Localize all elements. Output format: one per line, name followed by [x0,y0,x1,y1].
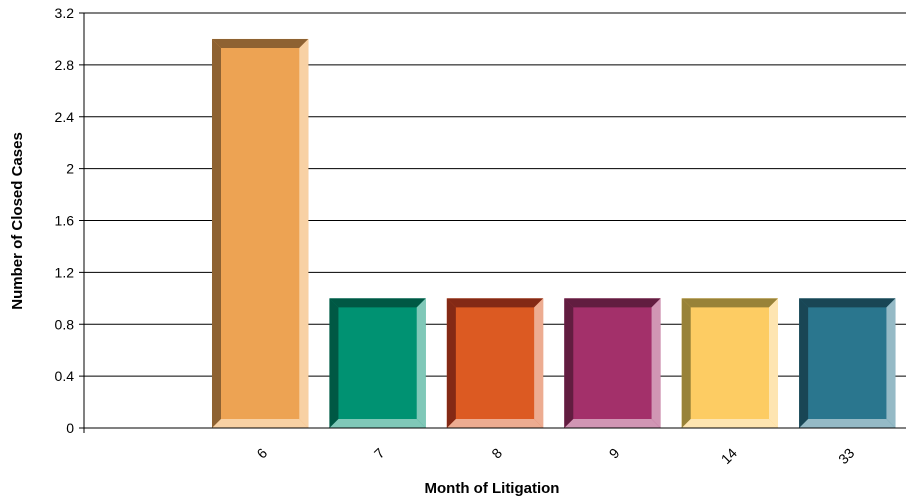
bar-bevel-bottom [564,419,661,428]
bar-bevel-right [769,298,779,428]
y-tick-label: 2.8 [55,57,75,73]
bar-bevel-top [211,38,309,48]
y-axis-title: Number of Closed Cases [9,132,26,310]
bar-body [329,298,426,428]
y-tick-label: 1.2 [55,264,75,280]
y-tick-labels: 0 0.4 0.8 1.2 1.6 2 2.4 2.8 3.2 [55,5,75,436]
y-tick-label: 1.6 [55,213,75,229]
y-tick-label: 0.4 [55,368,75,384]
bar-bevel-top [799,298,896,308]
x-tick-label: 8 [488,445,505,462]
bar-body [681,298,779,428]
bar-bevel-left [446,298,456,428]
bar-bevel-left [211,38,221,428]
bar-body [211,38,309,428]
y-tick-label: 0 [66,420,74,436]
bar-33 [799,298,896,428]
y-tick-label: 2.4 [55,109,75,125]
bar-14 [681,298,779,428]
bar-bevel-left [681,298,691,428]
bar-6 [211,38,309,428]
bar-bevel-bottom [329,419,426,428]
bar-bevel-left [564,298,574,428]
x-tick-label: 33 [835,445,857,467]
bar-bevel-bottom [681,419,779,428]
bar-bevel-top [329,298,426,308]
bar-bevel-right [299,38,309,428]
bar-body [564,298,661,428]
x-tick-label: 7 [371,445,388,462]
bar-bevel-top [564,298,661,308]
bar-bevel-bottom [799,419,896,428]
bar-8 [446,298,544,428]
y-tick-label: 3.2 [55,5,75,21]
bar-bevel-left [329,298,339,428]
bar-bevel-bottom [446,419,544,428]
y-tick-label: 2 [66,161,74,177]
bar-7 [329,298,426,428]
bar-body [799,298,896,428]
bar-bevel-right [886,298,896,428]
bar-9 [564,298,661,428]
bar-bevel-right [416,298,426,428]
bar-body [446,298,544,428]
bar-bevel-left [799,298,809,428]
x-tick-label: 14 [718,445,740,467]
x-tick-label: 6 [253,445,270,462]
x-tick-label: 9 [606,445,623,462]
bar-bevel-bottom [211,419,309,428]
bar-bevel-top [446,298,544,308]
x-tick-labels: 6 7 8 9 14 33 [253,445,857,467]
y-tick-label: 0.8 [55,316,75,332]
bar-bevel-right [651,298,661,428]
bar-bevel-top [681,298,779,308]
axes [83,13,906,433]
bar-bevel-right [534,298,544,428]
x-axis-title: Month of Litigation [425,480,560,497]
bars [211,38,896,428]
